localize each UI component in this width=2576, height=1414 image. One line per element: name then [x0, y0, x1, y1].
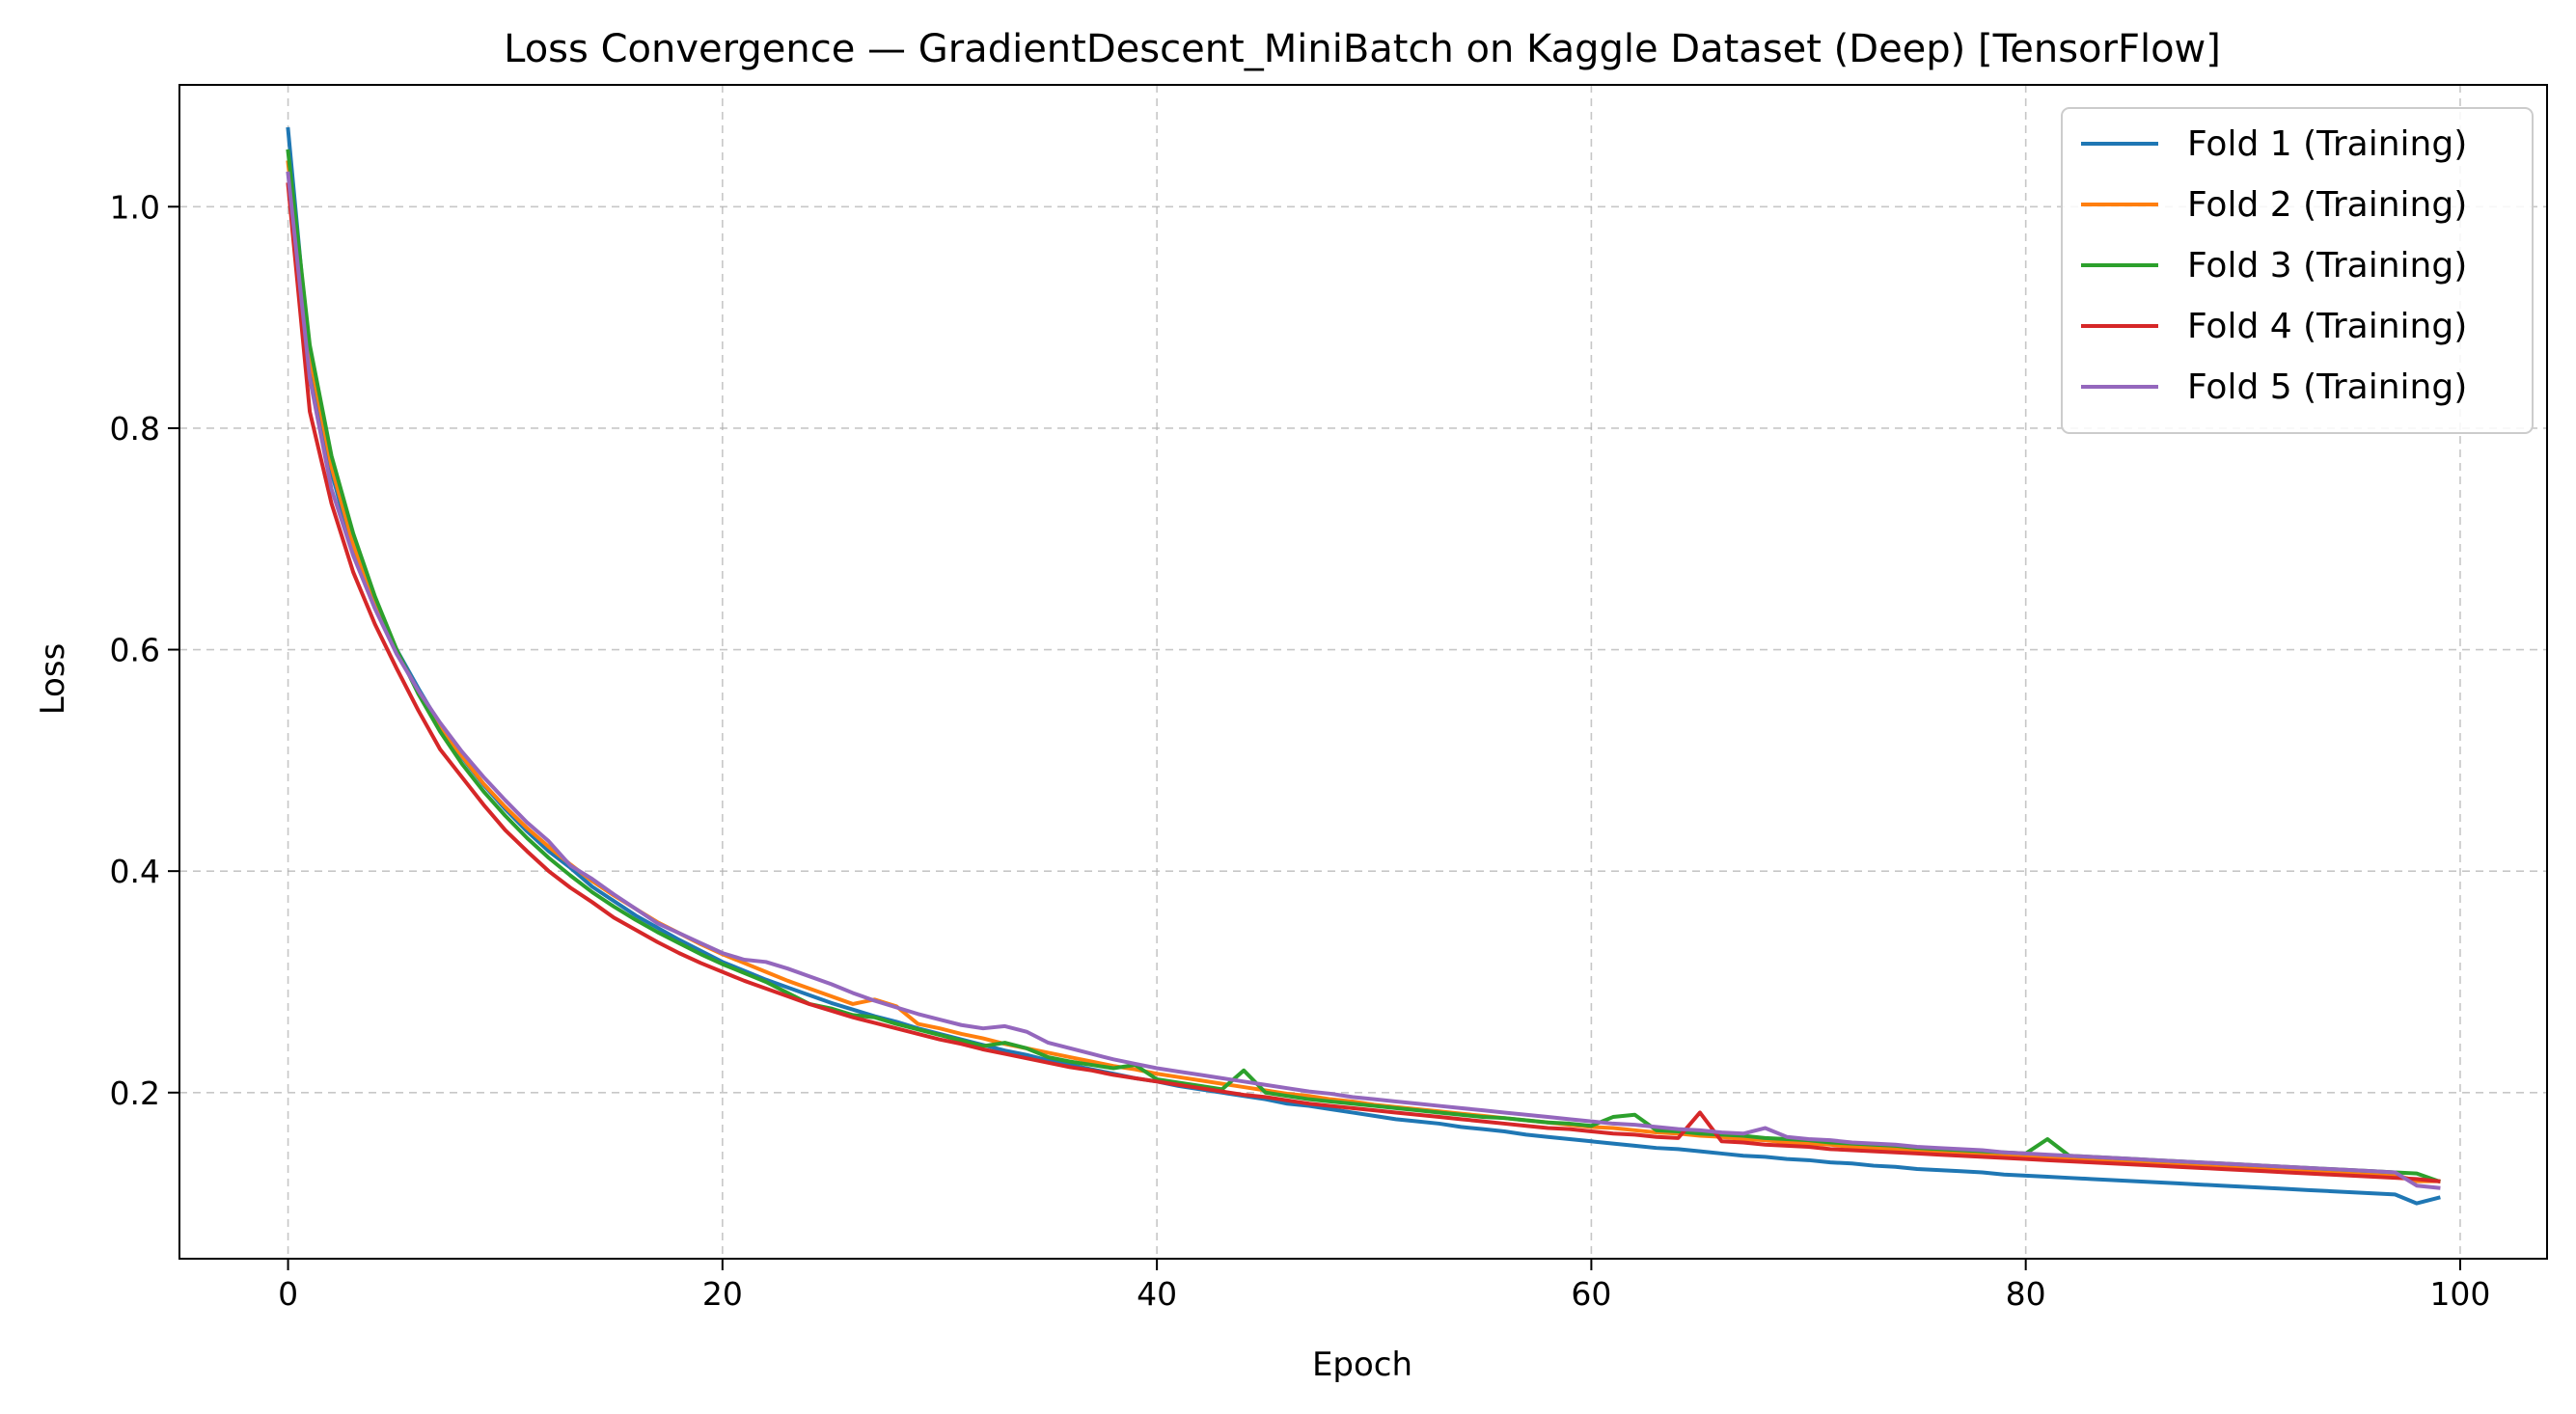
legend: Fold 1 (Training) Fold 2 (Training) Fold 3… — [2061, 107, 2534, 434]
legend-item: Fold 3 (Training) — [2081, 246, 2467, 286]
series-layer — [286, 126, 2441, 1206]
series-line-fold-5 — [286, 171, 2441, 1190]
tick-layer: 0 20 40 60 80 100 0.2 0.4 0.6 0.8 1.0 — [110, 188, 2491, 1313]
legend-item: Fold 4 (Training) — [2081, 307, 2467, 346]
legend-item: Fold 5 (Training) — [2081, 367, 2467, 407]
chart-title: Loss Convergence — GradientDescent_MiniB… — [504, 27, 2221, 71]
legend-label: Fold 3 (Training) — [2187, 246, 2467, 286]
y-tick-label: 1.0 — [110, 188, 160, 226]
x-tick-label: 100 — [2429, 1275, 2490, 1313]
x-tick-label: 60 — [1571, 1275, 1611, 1313]
x-tick-label: 20 — [702, 1275, 743, 1313]
legend-label: Fold 4 (Training) — [2187, 307, 2467, 346]
legend-label: Fold 5 (Training) — [2187, 367, 2467, 407]
legend-item: Fold 1 (Training) — [2081, 124, 2467, 164]
x-tick-label: 80 — [2006, 1275, 2046, 1313]
y-tick-label: 0.2 — [110, 1074, 160, 1112]
x-tick-label: 0 — [278, 1275, 298, 1313]
y-tick-label: 0.4 — [110, 853, 160, 890]
x-axis-label: Epoch — [1312, 1346, 1412, 1384]
series-line-fold-4 — [286, 182, 2441, 1183]
y-axis-label: Loss — [34, 643, 72, 716]
plot-area-frame — [178, 84, 2548, 1260]
y-tick-label: 0.8 — [110, 410, 160, 448]
x-tick-label: 40 — [1137, 1275, 1177, 1313]
legend-label: Fold 1 (Training) — [2187, 124, 2467, 164]
series-line-fold-1 — [286, 126, 2441, 1206]
legend-item: Fold 2 (Training) — [2081, 185, 2467, 225]
legend-box — [2061, 107, 2534, 434]
y-tick-label: 0.6 — [110, 632, 160, 669]
legend-label: Fold 2 (Training) — [2187, 185, 2467, 225]
